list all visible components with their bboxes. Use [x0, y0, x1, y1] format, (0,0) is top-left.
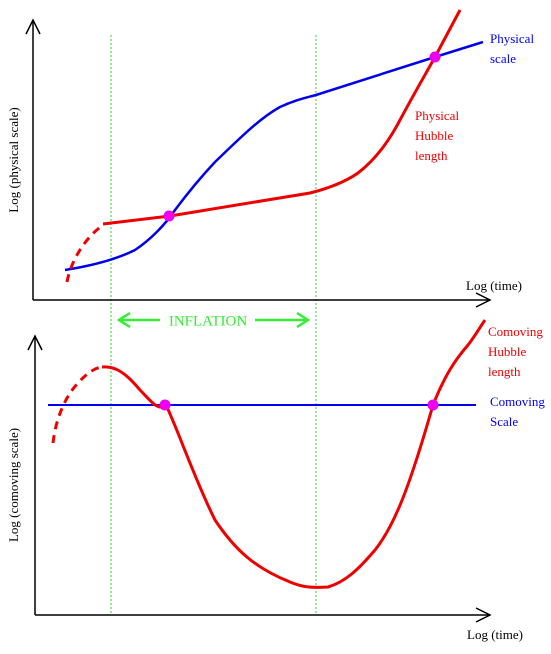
physical-scale-curve	[64, 40, 484, 272]
comoving-hubble-label: Comoving Hubble length	[488, 324, 543, 379]
y-axis-label: Log (physical scale)	[6, 107, 21, 212]
physical-scale-label: Physical scale	[490, 31, 534, 66]
crossing-point	[159, 399, 171, 411]
crossing-point	[163, 210, 175, 222]
label-line: Physical	[490, 31, 534, 46]
x-axis-label: Log (time)	[467, 627, 523, 642]
label-line: scale	[490, 51, 516, 66]
hubble-dashed	[51, 365, 103, 444]
crossing-point	[427, 399, 439, 411]
label-line: length	[415, 148, 448, 163]
physical-hubble-curve	[102, 9, 462, 226]
crossing-point	[429, 51, 441, 63]
label-line: Comoving	[488, 324, 543, 339]
bottom-axes	[27, 334, 492, 623]
label-line: Hubble	[415, 128, 454, 143]
label-line: Physical	[415, 108, 459, 123]
inflation-label: INFLATION	[169, 313, 247, 329]
x-axis-label: Log (time)	[466, 278, 522, 293]
inflation-arrows	[116, 311, 311, 329]
top-axes	[25, 18, 492, 308]
comoving-hubble-curve	[101, 319, 487, 589]
physical-hubble-label: Physical Hubble length	[415, 108, 459, 163]
label-line: Scale	[490, 414, 518, 429]
hubble-dashed	[65, 223, 104, 283]
label-line: Comoving	[490, 394, 545, 409]
y-axis-label: Log (comoving scale)	[6, 428, 21, 542]
label-line: Hubble	[488, 344, 527, 359]
inflation-guides	[110, 35, 317, 615]
comoving-scale-label: Comoving Scale	[490, 394, 545, 429]
label-line: length	[488, 364, 521, 379]
